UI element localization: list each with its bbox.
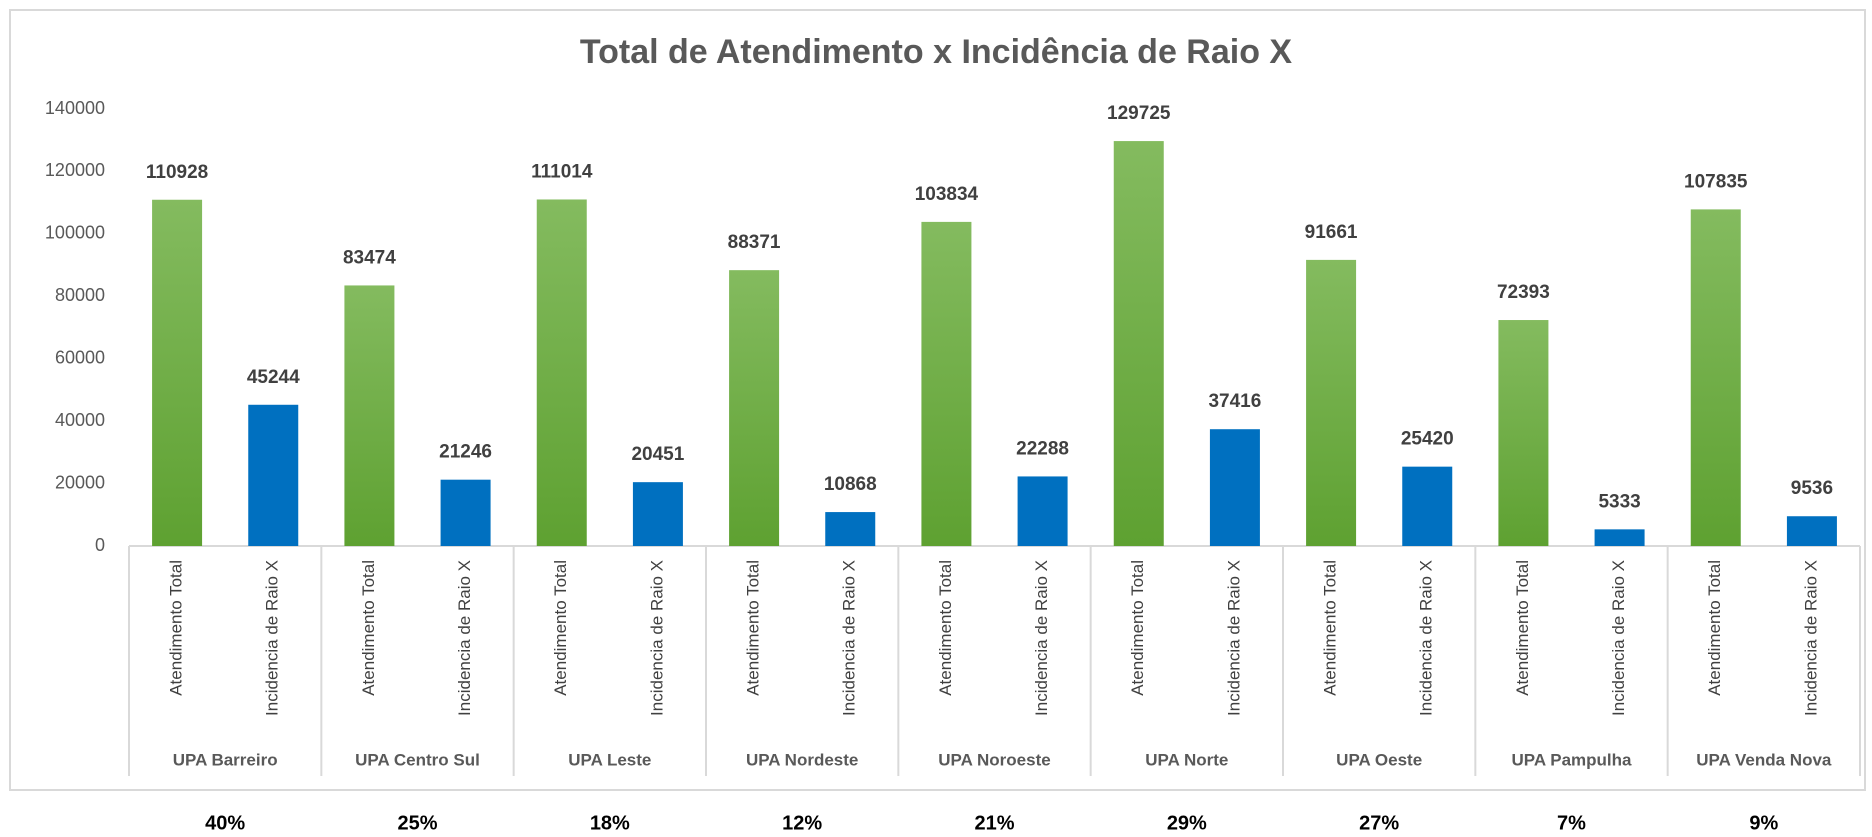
sub-category-label: Atendimento Total	[744, 560, 763, 696]
sub-category-label: Atendimento Total	[1705, 560, 1724, 696]
data-label: 10868	[824, 474, 877, 495]
bar	[1306, 259, 1357, 546]
sub-category-label: Incidencia de Raio X	[1801, 560, 1820, 716]
data-label: 72393	[1497, 282, 1550, 303]
category-label: UPA Barreiro	[173, 750, 278, 769]
y-tick-label: 80000	[55, 285, 105, 305]
footer-label: 18%	[590, 812, 630, 834]
y-tick-label: 120000	[45, 160, 105, 180]
bar	[1113, 141, 1164, 546]
sub-category-label: Incidencia de Raio X	[263, 560, 282, 716]
y-tick-label: 100000	[45, 223, 105, 243]
bar	[729, 270, 780, 546]
data-label: 110928	[146, 162, 208, 183]
bar	[1594, 529, 1645, 546]
sub-category-label: Incidencia de Raio X	[1417, 560, 1436, 716]
sub-category-label: Atendimento Total	[359, 560, 378, 696]
bar	[1498, 320, 1549, 546]
data-label: 45244	[247, 367, 300, 388]
y-tick-label: 40000	[55, 410, 105, 430]
bar	[248, 404, 299, 546]
bar	[921, 221, 972, 546]
bar	[1786, 516, 1837, 546]
sub-category-label: Atendimento Total	[551, 560, 570, 696]
bar	[1209, 429, 1260, 546]
category-label: UPA Norte	[1145, 750, 1228, 769]
data-label: 5333	[1598, 491, 1640, 512]
footer-label: 21%	[974, 812, 1014, 834]
data-label: 20451	[631, 444, 684, 465]
sub-category-label: Atendimento Total	[1128, 560, 1147, 696]
sub-category-label: Incidencia de Raio X	[1032, 560, 1051, 716]
data-label: 91661	[1305, 222, 1358, 243]
category-label: UPA Pampulha	[1512, 750, 1633, 769]
data-label: 21246	[439, 442, 492, 463]
data-label: 88371	[728, 232, 781, 253]
sub-category-label: Atendimento Total	[167, 560, 186, 696]
category-label: UPA Venda Nova	[1696, 750, 1832, 769]
footer-label: 40%	[205, 812, 245, 834]
y-tick-label: 0	[95, 535, 105, 555]
y-tick-label: 60000	[55, 347, 105, 367]
bar	[152, 199, 203, 547]
sub-category-label: Incidencia de Raio X	[1224, 560, 1243, 716]
bar	[536, 199, 587, 546]
bar	[1402, 466, 1453, 546]
sub-category-label: Incidencia de Raio X	[840, 560, 859, 716]
category-label: UPA Noroeste	[938, 750, 1050, 769]
category-label: UPA Centro Sul	[355, 750, 480, 769]
data-label: 9536	[1791, 478, 1833, 499]
y-tick-label: 20000	[55, 472, 105, 492]
bar	[1690, 209, 1741, 546]
data-label: 129725	[1107, 103, 1171, 124]
data-label: 37416	[1208, 391, 1261, 412]
data-label: 22288	[1016, 438, 1069, 459]
y-tick-label: 140000	[45, 98, 105, 118]
sub-category-label: Incidencia de Raio X	[647, 560, 666, 716]
bar	[632, 482, 683, 546]
footer-label: 27%	[1359, 812, 1399, 834]
data-label: 83474	[343, 247, 396, 268]
footer-label: 7%	[1557, 812, 1586, 834]
chart-title: Total de Atendimento x Incidência de Rai…	[580, 33, 1293, 71]
sub-category-label: Incidencia de Raio X	[455, 560, 474, 716]
bar	[1017, 476, 1068, 546]
sub-category-label: Atendimento Total	[1321, 560, 1340, 696]
bar	[440, 479, 491, 546]
footer-label: 29%	[1167, 812, 1207, 834]
footer-label: 9%	[1749, 812, 1778, 834]
data-label: 103834	[915, 184, 979, 205]
footer-label: 25%	[397, 812, 437, 834]
sub-category-label: Atendimento Total	[1513, 560, 1532, 696]
bar	[344, 285, 395, 546]
category-label: UPA Nordeste	[746, 750, 858, 769]
bar	[825, 512, 876, 546]
data-label: 111014	[531, 161, 593, 182]
data-label: 25420	[1401, 429, 1454, 450]
sub-category-label: Incidencia de Raio X	[1609, 560, 1628, 716]
category-label: UPA Leste	[568, 750, 651, 769]
sub-category-label: Atendimento Total	[936, 560, 955, 696]
footer-label: 12%	[782, 812, 822, 834]
category-label: UPA Oeste	[1336, 750, 1422, 769]
data-label: 107835	[1684, 171, 1748, 192]
